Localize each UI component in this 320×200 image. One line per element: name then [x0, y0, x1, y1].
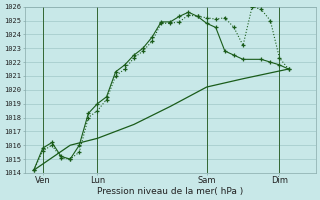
X-axis label: Pression niveau de la mer( hPa ): Pression niveau de la mer( hPa ) — [97, 187, 244, 196]
